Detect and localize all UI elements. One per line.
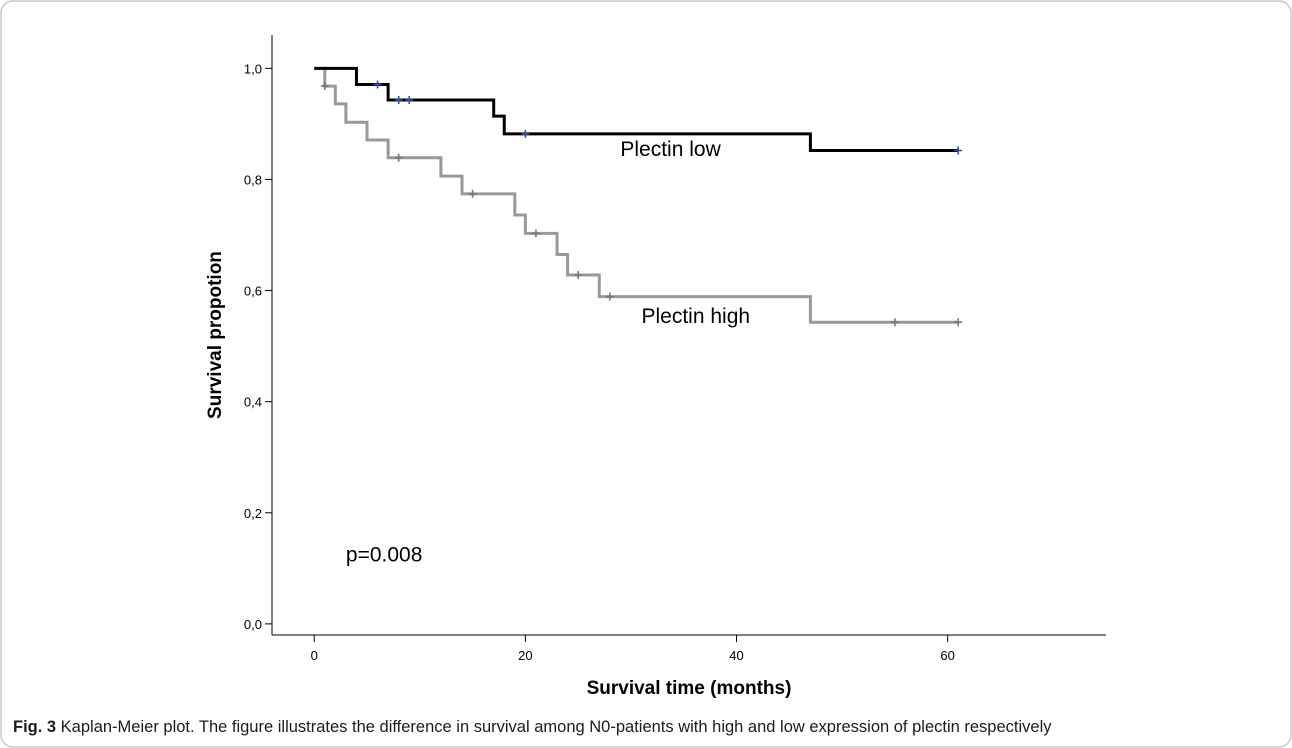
censor-mark-plectin-low (521, 129, 530, 138)
y-tick-label: 0,2 (244, 506, 262, 521)
censor-mark-plectin-low (373, 80, 382, 89)
kaplan-meier-chart: 0,0 0,2 0,4 0,6 0,8 1,0 0 20 40 60 Survival time (… (205, 35, 1106, 699)
censor-mark-plectin-low (405, 96, 414, 104)
censor-mark-plectin-high (954, 318, 963, 327)
x-tick-label: 0 (311, 648, 318, 663)
censor-mark-plectin-high (394, 153, 403, 162)
censor-mark-plectin-high (890, 318, 899, 327)
y-tick-label: 0,6 (244, 284, 262, 299)
x-tick-label: 60 (940, 648, 954, 663)
censor-mark-plectin-low (954, 146, 963, 155)
series-line-plectin-high (314, 66, 959, 324)
series-label-plectin-low: Plectin low (620, 138, 721, 161)
x-tick-label: 40 (729, 648, 743, 663)
series-line-plectin-low (314, 66, 959, 153)
censor-mark-plectin-high (574, 271, 583, 279)
figure-caption: Fig. 3 Kaplan-Meier plot. The figure ill… (13, 718, 1283, 737)
censor-mark-plectin-high (468, 189, 477, 198)
x-tick-label: 20 (518, 648, 532, 663)
caption-text: Kaplan-Meier plot. The figure illustrate… (56, 718, 1052, 736)
p-value-annotation: p=0.008 (346, 544, 423, 567)
y-tick-label: 1,0 (244, 61, 262, 76)
x-axis-label: Survival time (months) (587, 678, 792, 699)
y-tick-label: 0,0 (244, 617, 262, 632)
series-label-plectin-high: Plectin high (641, 305, 750, 328)
y-tick-label: 0,8 (244, 172, 262, 187)
y-axis-label: Survival propotion (205, 251, 226, 419)
caption-label: Fig. 3 (13, 718, 57, 736)
censor-mark-plectin-low (394, 96, 403, 104)
censor-mark-plectin-high (320, 82, 329, 91)
y-tick-label: 0,4 (244, 395, 262, 410)
censor-mark-plectin-high (531, 229, 540, 238)
censor-mark-plectin-high (605, 292, 614, 301)
